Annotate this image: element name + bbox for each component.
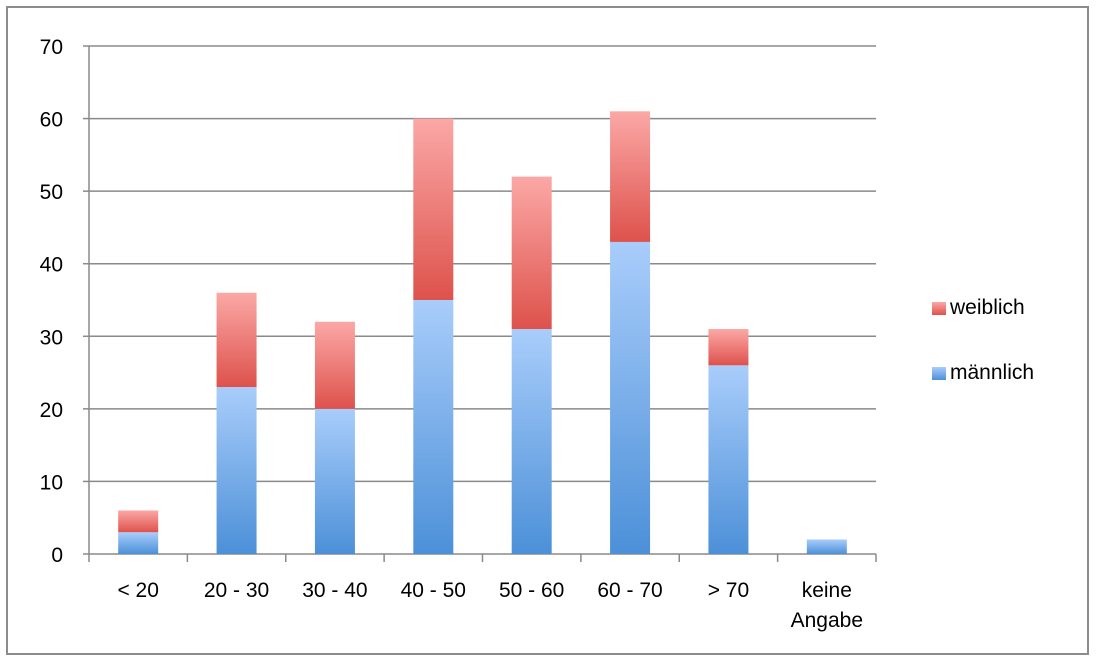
legend-label-weiblich: weiblich	[949, 296, 1025, 319]
y-tick-label: 10	[40, 471, 63, 494]
x-tick-label: keine	[802, 579, 852, 602]
bar-maennlich	[806, 539, 847, 554]
bar-maennlich	[708, 365, 749, 554]
x-tick-label: 40 - 50	[401, 579, 466, 602]
bar-maennlich	[314, 408, 355, 554]
bar-weiblich	[610, 111, 651, 242]
y-tick-label: 50	[40, 181, 63, 204]
x-tick-label: 50 - 60	[499, 579, 564, 602]
bar-weiblich	[216, 292, 257, 388]
bar-maennlich	[118, 532, 159, 554]
stacked-bar-chart: 0 10 20 30 40 50 60 70 < 20 20 - 30 30 - 40 40 - 50…	[40, 36, 1034, 632]
axes	[83, 45, 877, 562]
y-tick-label: 70	[40, 36, 63, 59]
y-tick-label: 30	[40, 326, 63, 349]
legend: weiblich männlich	[932, 296, 1034, 384]
y-tick-label: 60	[40, 109, 63, 132]
legend-swatch-maennlich	[932, 367, 946, 380]
x-tick-label: > 70	[708, 579, 749, 602]
x-tick-label: < 20	[117, 579, 158, 602]
x-tick-label: 30 - 40	[302, 579, 367, 602]
chart-frame: 0 10 20 30 40 50 60 70 < 20 20 - 30 30 - 40 40 - 50…	[6, 6, 1089, 655]
bar-weiblich	[314, 321, 355, 409]
bar-maennlich	[511, 329, 552, 554]
bar-weiblich	[511, 176, 552, 330]
bars	[118, 111, 847, 554]
bar-weiblich	[118, 510, 159, 533]
axis-labels: 0 10 20 30 40 50 60 70 < 20 20 - 30 30 - 40 40 - 50…	[40, 36, 863, 632]
legend-label-maennlich: männlich	[950, 361, 1034, 384]
bar-maennlich	[216, 387, 257, 554]
x-tick-label: Angabe	[791, 609, 863, 632]
bar-weiblich	[413, 118, 454, 300]
bar-weiblich	[708, 329, 749, 366]
legend-swatch-weiblich	[932, 302, 946, 315]
x-tick-label: 60 - 70	[597, 579, 662, 602]
y-tick-label: 0	[51, 544, 63, 567]
bar-maennlich	[413, 300, 454, 554]
y-tick-label: 20	[40, 399, 63, 422]
bar-maennlich	[610, 241, 651, 554]
x-tick-label: 20 - 30	[204, 579, 269, 602]
y-tick-label: 40	[40, 254, 63, 277]
gridlines	[89, 45, 876, 483]
